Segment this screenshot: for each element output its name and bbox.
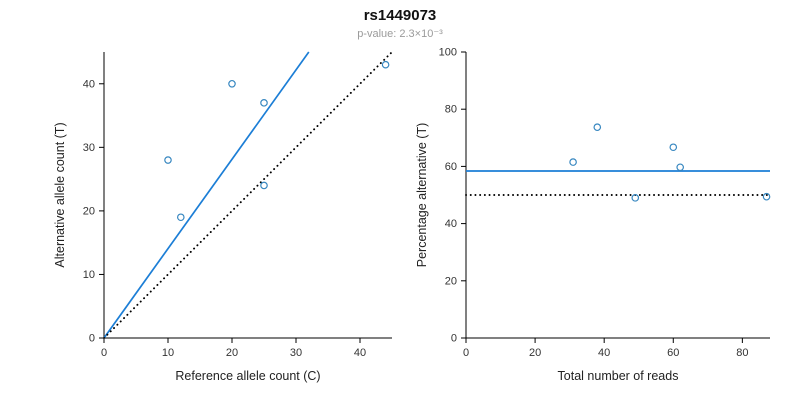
data-point	[593, 123, 602, 132]
x-tick-label: 80	[736, 347, 748, 359]
y-tick-label: 20	[83, 205, 95, 217]
plot-subtitle: p-value: 2.3×10⁻³	[357, 28, 443, 40]
x-tick-label: 40	[598, 347, 610, 359]
allele-counts-svg: 0 10 20 30 40 0 10 20 30 40 Reference allele count…	[53, 51, 393, 383]
charts-row: 0 10 20 30 40 0 10 20 30 40 Reference allele count…	[0, 40, 800, 394]
data-point	[164, 156, 172, 164]
y-tick-label: 40	[445, 218, 457, 230]
data-point	[762, 192, 771, 201]
y-tick-label: 0	[451, 333, 457, 345]
x-tick-label: 40	[354, 347, 366, 359]
y-tick-label: 0	[89, 333, 95, 345]
y-tick-label: 20	[445, 275, 457, 287]
identity-line	[103, 51, 393, 339]
x-tick-label: 10	[162, 347, 174, 359]
y-tick-label: 10	[83, 269, 95, 281]
data-point	[631, 194, 640, 202]
x-tick-label: 0	[463, 347, 469, 359]
x-tick-label: 30	[290, 347, 302, 359]
data-point	[177, 213, 185, 222]
y-tick-label: 30	[83, 142, 95, 154]
data-point	[569, 158, 577, 166]
plot-title: rs1449073	[363, 7, 437, 24]
figure-header: rs1449073 p-value: 2.3×10⁻³	[0, 0, 800, 40]
y-axis-title: Alternative allele count (T)	[53, 122, 67, 267]
y-axis-title: Percentage alternative (T)	[415, 123, 429, 268]
y-tick-label: 60	[445, 161, 457, 173]
x-axis-title: Total number of reads	[558, 369, 679, 383]
y-tick-label: 80	[445, 104, 457, 116]
data-point	[381, 60, 390, 69]
percentage-vs-coverage-svg: 0 20 40 60 80 0 20 40 60 80 100 Total number of rea…	[415, 47, 771, 383]
y-tick-label: 40	[83, 78, 95, 90]
x-tick-label: 60	[667, 347, 679, 359]
right-chart: 0 20 40 60 80 0 20 40 60 80 100 Total number of rea…	[410, 40, 800, 394]
x-tick-label: 0	[101, 347, 107, 359]
fitted-ratio-line	[103, 51, 310, 339]
data-point	[676, 163, 684, 172]
data-point	[260, 181, 268, 190]
data-point	[228, 79, 236, 88]
x-tick-label: 20	[529, 347, 541, 359]
data-point	[260, 99, 268, 107]
x-tick-label: 20	[226, 347, 238, 359]
data-point	[669, 143, 678, 152]
y-tick-label: 100	[439, 47, 457, 59]
left-chart: 0 10 20 30 40 0 10 20 30 40 Reference allele count…	[0, 40, 410, 394]
x-axis-title: Reference allele count (C)	[175, 369, 320, 383]
